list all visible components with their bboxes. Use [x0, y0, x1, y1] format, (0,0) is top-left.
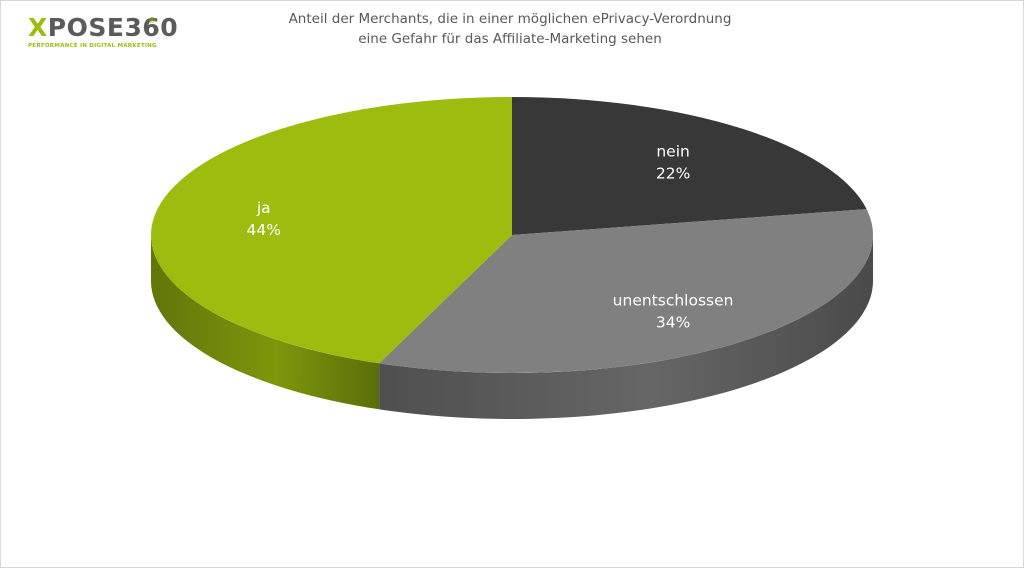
pie-tops	[150, 97, 874, 374]
pie-label-nein: nein	[656, 143, 690, 161]
logo-wordmark-x: X	[28, 13, 48, 42]
pie-slice-unentschlossen	[379, 209, 874, 374]
xpose360-logo: XPOSE360 ® PERFORMANCE IN DIGITAL MARKET…	[28, 14, 178, 54]
chart-title-line-1: Anteil der Merchants, die in einer mögli…	[288, 11, 732, 27]
pie-value-label-ja: 44%	[247, 221, 281, 239]
pie-label-ja: ja	[256, 199, 271, 217]
pie-value-label-nein: 22%	[656, 165, 690, 183]
pie-slice-side-ja	[150, 235, 380, 410]
chart-title: Anteil der Merchants, die in einer mögli…	[240, 9, 780, 49]
pie-value-label-unentschlossen: 34%	[656, 313, 690, 331]
pie-slice-nein	[512, 97, 867, 235]
pie-slice-side-unentschlossen	[379, 235, 873, 420]
logo-wordmark: XPOSE360	[28, 14, 178, 42]
pie-labels: nein 22% unentschlossen 34% ja 44%	[247, 143, 734, 332]
logo-wordmark-rest: POSE360	[47, 13, 179, 42]
pie-slice-ja	[150, 97, 512, 364]
pie-sides	[150, 235, 873, 420]
logo-registered-mark: ®	[148, 16, 156, 25]
logo-tagline: PERFORMANCE IN DIGITAL MARKETING	[28, 43, 157, 49]
chart-title-line-2: eine Gefahr für das Affiliate-Marketing …	[358, 31, 662, 47]
pie-label-unentschlossen: unentschlossen	[613, 291, 734, 309]
